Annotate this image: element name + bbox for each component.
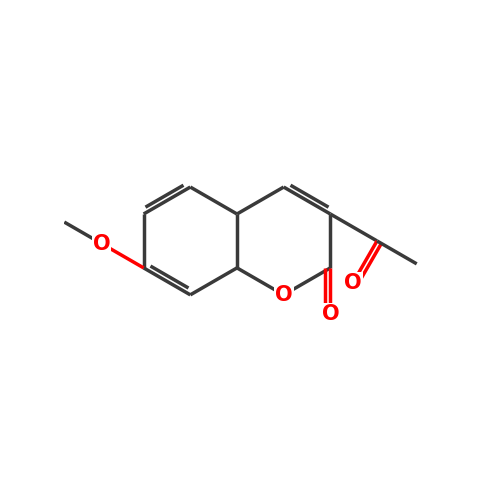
Text: O: O: [93, 234, 110, 254]
Text: O: O: [344, 273, 362, 293]
Text: O: O: [322, 304, 339, 324]
Text: O: O: [275, 285, 292, 305]
